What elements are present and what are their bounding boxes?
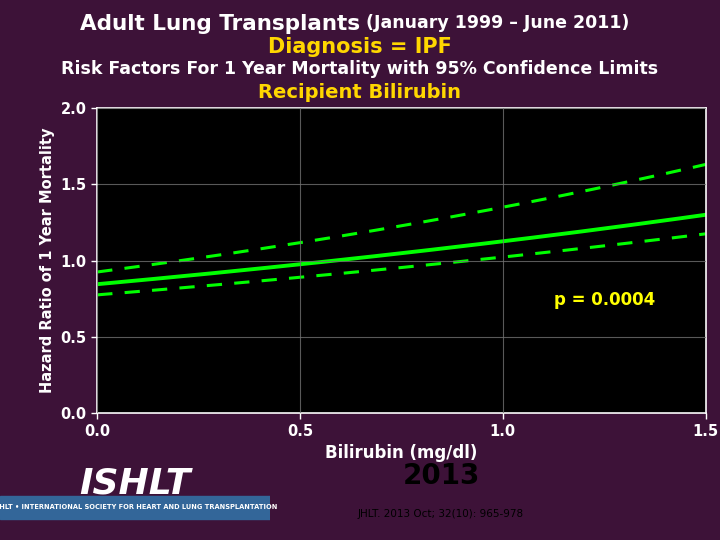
Bar — [0, 496, 270, 519]
Text: ISHLT • INTERNATIONAL SOCIETY FOR HEART AND LUNG TRANSPLANTATION: ISHLT • INTERNATIONAL SOCIETY FOR HEART … — [0, 504, 278, 510]
Text: (January 1999 – June 2011): (January 1999 – June 2011) — [360, 14, 629, 31]
Text: p = 0.0004: p = 0.0004 — [554, 291, 654, 309]
Text: ISHLT: ISHLT — [79, 467, 191, 500]
Text: Diagnosis = IPF: Diagnosis = IPF — [268, 37, 452, 57]
Text: Adult Lung Transplants: Adult Lung Transplants — [80, 14, 360, 33]
X-axis label: Bilirubin (mg/dl): Bilirubin (mg/dl) — [325, 444, 477, 462]
Text: Risk Factors For 1 Year Mortality with 95% Confidence Limits: Risk Factors For 1 Year Mortality with 9… — [61, 60, 659, 78]
Text: Recipient Bilirubin: Recipient Bilirubin — [258, 83, 462, 102]
Y-axis label: Hazard Ratio of 1 Year Mortality: Hazard Ratio of 1 Year Mortality — [40, 128, 55, 393]
Text: 2013: 2013 — [402, 462, 480, 490]
Text: JHLT. 2013 Oct; 32(10): 965-978: JHLT. 2013 Oct; 32(10): 965-978 — [358, 509, 524, 518]
